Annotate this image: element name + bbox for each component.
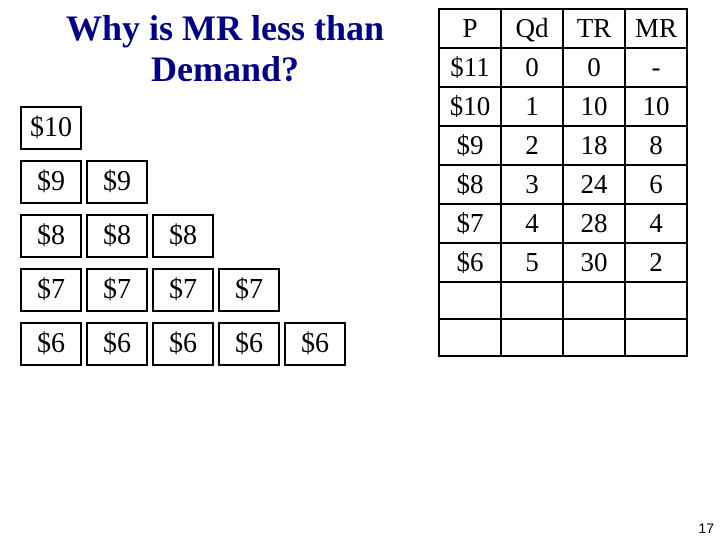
table-cell (439, 319, 501, 356)
table-cell: 8 (625, 126, 687, 165)
price-cell: $6 (20, 322, 82, 366)
table-row: $74284 (439, 204, 687, 243)
page-number: 17 (698, 520, 714, 536)
table-cell (439, 282, 501, 319)
price-cell: $7 (152, 268, 214, 312)
table-cell: 0 (563, 48, 625, 87)
table-row (439, 282, 687, 319)
mr-demand-table: PQdTRMR$1100-$1011010$92188$83246$74284$… (438, 8, 688, 357)
price-row: $7$7$7$7 (20, 268, 350, 312)
table-cell: 4 (501, 204, 563, 243)
table-header-cell: P (439, 9, 501, 48)
price-cell: $10 (20, 106, 82, 150)
table-header-cell: TR (563, 9, 625, 48)
table-cell: 18 (563, 126, 625, 165)
table-row: $92188 (439, 126, 687, 165)
table-cell: 3 (501, 165, 563, 204)
table-cell: 4 (625, 204, 687, 243)
table-cell: 10 (625, 87, 687, 126)
table-cell: 28 (563, 204, 625, 243)
table-cell: 0 (501, 48, 563, 87)
price-cell: $7 (218, 268, 280, 312)
table-cell (501, 319, 563, 356)
table-header-cell: Qd (501, 9, 563, 48)
table-cell: 5 (501, 243, 563, 282)
price-cell: $8 (152, 214, 214, 258)
price-cell: $9 (20, 160, 82, 204)
price-cell: $8 (20, 214, 82, 258)
table-row: $65302 (439, 243, 687, 282)
table-row (439, 319, 687, 356)
slide-title: Why is MR less than Demand? (30, 8, 420, 91)
price-cell: $8 (86, 214, 148, 258)
table-cell: 6 (625, 165, 687, 204)
table-cell: 1 (501, 87, 563, 126)
price-cell: $6 (86, 322, 148, 366)
table-cell: 10 (563, 87, 625, 126)
table-cell: 30 (563, 243, 625, 282)
table-row: $83246 (439, 165, 687, 204)
price-cell: $7 (20, 268, 82, 312)
table-cell (625, 282, 687, 319)
table-cell: 24 (563, 165, 625, 204)
table-cell: $7 (439, 204, 501, 243)
price-cell: $6 (284, 322, 346, 366)
table-header-row: PQdTRMR (439, 9, 687, 48)
table-cell (563, 282, 625, 319)
price-step-blocks: $10$9$9$8$8$8$7$7$7$7$6$6$6$6$6 (20, 106, 350, 376)
table-cell (501, 282, 563, 319)
price-cell: $6 (152, 322, 214, 366)
table-cell (563, 319, 625, 356)
price-row: $8$8$8 (20, 214, 350, 258)
price-row: $6$6$6$6$6 (20, 322, 350, 366)
table-cell: $6 (439, 243, 501, 282)
table-cell: 2 (625, 243, 687, 282)
table-cell: $11 (439, 48, 501, 87)
price-cell: $6 (218, 322, 280, 366)
table-cell: 2 (501, 126, 563, 165)
table-cell: $9 (439, 126, 501, 165)
price-row: $10 (20, 106, 350, 150)
table-row: $1011010 (439, 87, 687, 126)
price-row: $9$9 (20, 160, 350, 204)
table-cell: - (625, 48, 687, 87)
table-header-cell: MR (625, 9, 687, 48)
table-cell: $8 (439, 165, 501, 204)
table-cell (625, 319, 687, 356)
price-cell: $7 (86, 268, 148, 312)
table-row: $1100- (439, 48, 687, 87)
price-cell: $9 (86, 160, 148, 204)
table-cell: $10 (439, 87, 501, 126)
